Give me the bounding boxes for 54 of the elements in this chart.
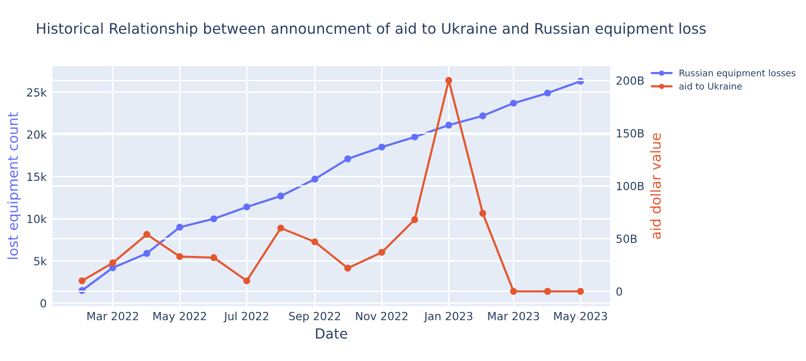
point [544, 288, 552, 295]
point [344, 155, 352, 162]
point [109, 259, 116, 266]
y-tick-label: 10k [27, 214, 47, 224]
y2-axis-title: aid dollar value [650, 133, 661, 239]
x-tick-label: May 2022 [153, 312, 206, 322]
point [479, 112, 486, 120]
point [445, 122, 452, 129]
point [210, 215, 218, 222]
x-tick-label: Mar 2023 [488, 312, 540, 320]
x-tick-label: May 2023 [554, 312, 607, 322]
point [78, 277, 86, 284]
y-tick-label: 0 [40, 299, 46, 308]
point [243, 204, 250, 210]
point [510, 288, 517, 295]
y2-tick-label: 50B [616, 234, 637, 243]
point [479, 210, 486, 217]
y-tick-label: 25k [27, 88, 47, 97]
point [544, 90, 552, 97]
x-tick-label: Nov 2022 [356, 312, 408, 320]
legend-label: aid to Ukraine [679, 82, 742, 90]
point [143, 230, 150, 238]
point [243, 277, 250, 284]
point [277, 224, 284, 232]
x-tick-label: Jul 2022 [224, 312, 268, 322]
y-tick-label: 20k [27, 130, 47, 139]
point [143, 250, 150, 257]
y2-tick-label: 200B [616, 76, 644, 85]
y-tick-label: 5k [34, 256, 47, 266]
y-axis-title: lost equipment count [7, 112, 21, 259]
x-axis-title: Date [316, 328, 348, 339]
x-tick-label: Jan 2023 [424, 312, 472, 322]
point [411, 133, 418, 140]
point [445, 76, 452, 84]
chart-title: Historical Relationship between announcment of aid to Ukraine and Russian equipment loss [37, 22, 706, 37]
y-tick-label: 15k [27, 172, 47, 181]
point [277, 192, 284, 200]
point [210, 254, 218, 262]
point [510, 100, 517, 107]
point [378, 144, 386, 151]
x-tick-label: Sep 2022 [289, 312, 340, 322]
y2-tick-label: 0 [616, 287, 622, 296]
point [577, 288, 584, 295]
point [311, 238, 318, 246]
point [176, 224, 184, 231]
legend-label: Russian equipment losses [680, 69, 796, 78]
point [411, 216, 418, 224]
y2-tick-label: 100B [616, 182, 644, 190]
point [344, 264, 352, 272]
point [378, 248, 386, 256]
point [311, 176, 318, 183]
x-tick-label: Mar 2022 [87, 312, 138, 320]
point [176, 253, 184, 260]
y2-tick-label: 150B [616, 129, 644, 138]
